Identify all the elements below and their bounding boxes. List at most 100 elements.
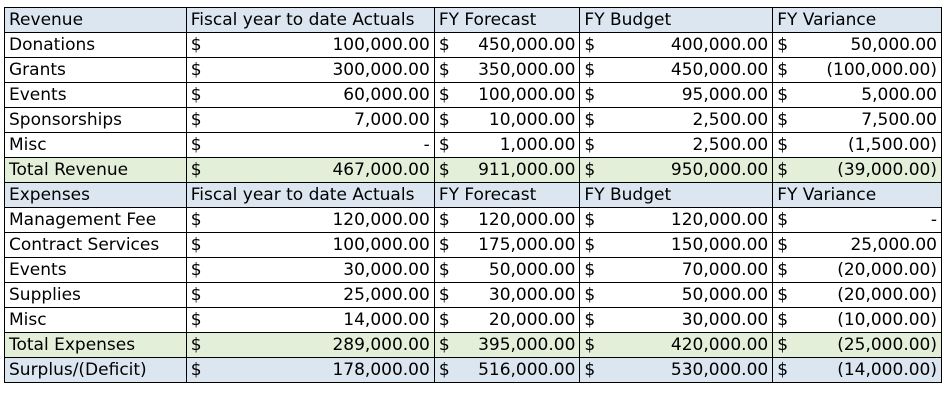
surplus-deficit-row: Surplus/(Deficit) $178,000.00 $516,000.00 $… [4, 357, 942, 383]
value-actuals: 100,000.00 [208, 232, 435, 258]
row-label: Contract Services [4, 232, 187, 258]
value-actuals: 120,000.00 [208, 207, 435, 233]
column-header-budget: FY Budget [579, 7, 774, 33]
currency-symbol: $ [185, 57, 209, 83]
value-budget: 50,000.00 [602, 282, 774, 308]
value-variance: 50,000.00 [794, 32, 942, 58]
table-row: Supplies $25,000.00 $30,000.00 $50,000.00 $(… [4, 282, 942, 308]
value-variance: 7,500.00 [794, 107, 942, 133]
currency-symbol: $ [772, 132, 795, 158]
currency-symbol: $ [433, 332, 457, 358]
value-variance: - [794, 207, 942, 233]
value-actuals: 289,000.00 [208, 332, 435, 358]
value-actuals: 100,000.00 [208, 32, 435, 58]
currency-symbol: $ [772, 207, 795, 233]
currency-symbol: $ [433, 132, 457, 158]
value-variance: (39,000.00) [794, 157, 942, 183]
column-header-actuals: Fiscal year to date Actuals [185, 7, 435, 33]
currency-symbol: $ [579, 357, 602, 383]
value-forecast: 175,000.00 [456, 232, 581, 258]
value-forecast: 516,000.00 [456, 357, 581, 383]
value-actuals: 30,000.00 [208, 257, 435, 283]
row-label: Grants [4, 57, 187, 83]
currency-symbol: $ [579, 332, 602, 358]
row-label: Total Revenue [4, 157, 187, 183]
value-budget: 950,000.00 [602, 157, 774, 183]
row-label: Donations [4, 32, 187, 58]
value-forecast: 100,000.00 [456, 82, 581, 108]
column-header-variance: FY Variance [772, 7, 942, 33]
currency-symbol: $ [579, 232, 602, 258]
value-budget: 150,000.00 [602, 232, 774, 258]
value-actuals: 14,000.00 [208, 307, 435, 333]
currency-symbol: $ [185, 82, 209, 108]
value-forecast: 1,000.00 [456, 132, 581, 158]
value-budget: 95,000.00 [602, 82, 774, 108]
value-budget: 70,000.00 [602, 257, 774, 283]
value-variance: 25,000.00 [794, 232, 942, 258]
value-actuals: - [208, 132, 435, 158]
currency-symbol: $ [579, 207, 602, 233]
currency-symbol: $ [185, 257, 209, 283]
table-row: Events $30,000.00 $50,000.00 $70,000.00 $ (20… [4, 257, 942, 283]
currency-symbol: $ [433, 32, 457, 58]
column-header-variance: FY Variance [772, 182, 942, 208]
currency-symbol: $ [579, 82, 602, 108]
currency-symbol: $ [433, 207, 457, 233]
value-forecast: 10,000.00 [456, 107, 581, 133]
column-header-actuals: Fiscal year to date Actuals [185, 182, 435, 208]
currency-symbol: $ [433, 307, 457, 333]
table-row: Misc $14,000.00 $20,000.00 $30,000.00 $ (10,0… [4, 307, 942, 333]
currency-symbol: $ [772, 57, 795, 83]
value-variance: (1,500.00) [794, 132, 942, 158]
currency-symbol: $ [579, 157, 602, 183]
currency-symbol: $ [185, 132, 209, 158]
value-actuals: 178,000.00 [208, 357, 435, 383]
currency-symbol: $ [579, 257, 602, 283]
table-row: Grants $300,000.00 $350,000.00 $450,000.00 $… [4, 57, 942, 83]
column-header-forecast: FY Forecast [433, 182, 581, 208]
total-expenses-row: Total Expenses $289,000.00 $395,000.00 $420… [4, 332, 942, 358]
value-forecast: 911,000.00 [456, 157, 581, 183]
row-label: Misc [4, 132, 187, 158]
column-header-forecast: FY Forecast [433, 7, 581, 33]
currency-symbol: $ [772, 82, 795, 108]
value-forecast: 20,000.00 [456, 307, 581, 333]
value-actuals: 467,000.00 [208, 157, 435, 183]
currency-symbol: $ [579, 307, 602, 333]
currency-symbol: $ [185, 157, 209, 183]
total-revenue-row: Total Revenue $467,000.00 $911,000.00 $950,… [4, 157, 942, 183]
currency-symbol: $ [772, 32, 795, 58]
value-forecast: 450,000.00 [456, 32, 581, 58]
currency-symbol: $ [185, 282, 209, 308]
row-label: Events [4, 257, 187, 283]
value-variance: (25,000.00) [794, 332, 942, 358]
value-variance: (14,000.00) [794, 357, 942, 383]
currency-symbol: $ [772, 257, 795, 283]
revenue-section-title: Revenue [4, 7, 187, 33]
currency-symbol: $ [433, 232, 457, 258]
value-variance: (20,000.00) [794, 282, 942, 308]
currency-symbol: $ [433, 107, 457, 133]
row-label: Total Expenses [4, 332, 187, 358]
currency-symbol: $ [433, 282, 457, 308]
currency-symbol: $ [433, 157, 457, 183]
currency-symbol: $ [579, 57, 602, 83]
currency-symbol: $ [579, 132, 602, 158]
currency-symbol: $ [579, 282, 602, 308]
value-budget: 530,000.00 [602, 357, 774, 383]
value-variance: (10,000.00) [794, 307, 942, 333]
currency-symbol: $ [772, 282, 795, 308]
value-actuals: 60,000.00 [208, 82, 435, 108]
row-label: Surplus/(Deficit) [4, 357, 187, 383]
table-row: Events $60,000.00 $100,000.00 $95,000.00 $5,… [4, 82, 942, 108]
value-forecast: 395,000.00 [456, 332, 581, 358]
revenue-header-row: Revenue Fiscal year to date Actuals FY For… [4, 7, 942, 33]
value-budget: 400,000.00 [602, 32, 774, 58]
value-budget: 120,000.00 [602, 207, 774, 233]
value-actuals: 25,000.00 [208, 282, 435, 308]
budget-table: Revenue Fiscal year to date Actuals FY For… [4, 7, 942, 383]
value-budget: 2,500.00 [602, 132, 774, 158]
currency-symbol: $ [772, 357, 795, 383]
currency-symbol: $ [185, 332, 209, 358]
